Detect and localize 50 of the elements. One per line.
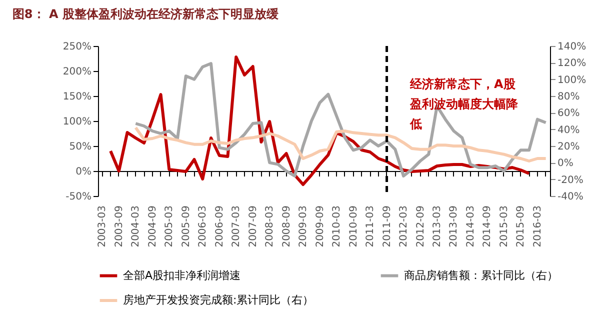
x-tick-label: 2007-09 bbox=[248, 206, 259, 248]
x-tick-label: 2013-09 bbox=[448, 206, 460, 248]
x-tick-label: 2012-03 bbox=[398, 206, 410, 248]
x-tick-label: 2008-03 bbox=[264, 206, 276, 248]
x-tick-label: 2015-09 bbox=[516, 206, 527, 248]
y-tick-label: 150% bbox=[62, 92, 92, 102]
x-tick-label: 2016-03 bbox=[532, 206, 544, 248]
legend-label: 全部A股扣非净利润增速 bbox=[123, 268, 241, 282]
x-tick-label: 2011-03 bbox=[365, 206, 376, 248]
x-tick-label: 2010-09 bbox=[348, 206, 360, 248]
y2-tick-label: 0% bbox=[558, 158, 574, 170]
x-tick-label: 2004-09 bbox=[147, 206, 158, 248]
y-tick-label: 200% bbox=[62, 66, 92, 78]
x-tick-label: 2005-09 bbox=[180, 206, 192, 248]
y-tick-label: -50% bbox=[66, 192, 92, 202]
x-tick-label: 2009-09 bbox=[314, 206, 326, 248]
y2-tick-label: 80% bbox=[558, 92, 580, 102]
x-tick-label: 2011-09 bbox=[382, 206, 393, 248]
x-tick-label: 2006-03 bbox=[198, 206, 209, 248]
y2-tick-label: 60% bbox=[558, 108, 580, 120]
y2-tick-label: 120% bbox=[558, 58, 586, 70]
chart-title: 图8： A 股整体盈利波动在经济新常态下明显放缓 bbox=[12, 7, 280, 21]
x-tick-label: 2013-03 bbox=[432, 206, 443, 248]
y-tick-label: 250% bbox=[62, 42, 92, 52]
y2-tick-label: 100% bbox=[558, 74, 586, 86]
x-tick-label: 2003-03 bbox=[97, 206, 108, 248]
y-tick-label: 50% bbox=[69, 142, 92, 152]
y2-tick-label: 40% bbox=[558, 124, 580, 136]
legend-label: 商品房销售额：累计同比（右） bbox=[404, 268, 558, 282]
y2-tick-label: -20% bbox=[558, 174, 584, 186]
x-tick-label: 2015-03 bbox=[498, 206, 510, 248]
y2-tick-label: 140% bbox=[558, 42, 586, 52]
x-tick-label: 2009-03 bbox=[298, 206, 310, 248]
legend-label: 房地产开发投资完成额:累计同比（右） bbox=[123, 294, 314, 306]
x-tick-label: 2010-03 bbox=[332, 206, 343, 248]
x-tick-label: 2007-03 bbox=[231, 206, 242, 248]
line-series bbox=[134, 62, 548, 178]
y-tick-label: 100% bbox=[62, 116, 92, 128]
x-tick-label: 2008-09 bbox=[281, 206, 292, 248]
x-tick-label: 2012-09 bbox=[415, 206, 426, 248]
annotation: 经济新常态下，A股盈利波动幅度大幅降低 bbox=[410, 76, 519, 133]
y-tick-label: 0% bbox=[76, 166, 92, 178]
x-tick-label: 2003-09 bbox=[114, 206, 125, 248]
x-tick-label: 2005-03 bbox=[164, 206, 176, 248]
x-tick-label: 2014-09 bbox=[482, 206, 494, 248]
x-tick-label: 2014-03 bbox=[465, 206, 476, 248]
x-tick-label: 2004-03 bbox=[130, 206, 142, 248]
x-tick-label: 2006-09 bbox=[214, 206, 226, 248]
y2-tick-label: -40% bbox=[558, 192, 584, 202]
y2-tick-label: 20% bbox=[558, 142, 580, 152]
